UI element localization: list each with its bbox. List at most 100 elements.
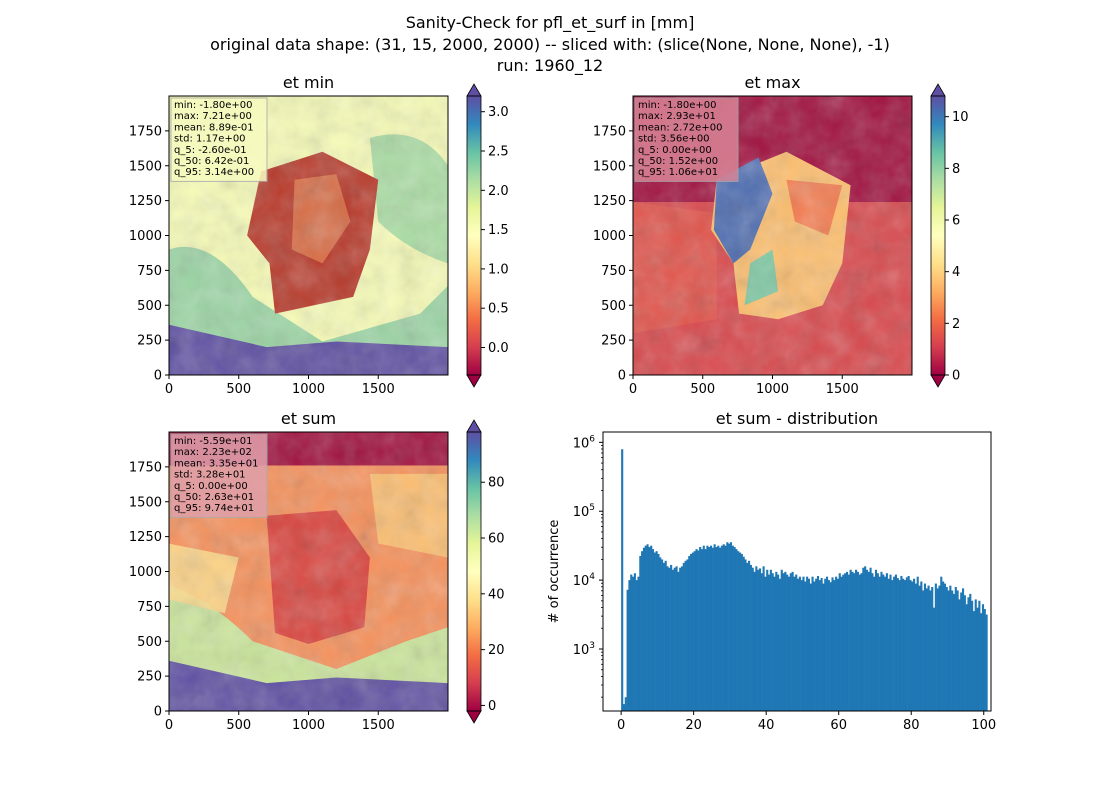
histogram-bar bbox=[882, 574, 885, 711]
histogram-bar bbox=[936, 588, 939, 711]
colorbar-frame bbox=[466, 95, 482, 376]
histogram-bar bbox=[775, 571, 778, 711]
histogram-bar bbox=[633, 573, 636, 711]
histogram-bar bbox=[813, 581, 816, 711]
histogram-bar bbox=[735, 549, 738, 711]
colorbar-tick-label: 0.0 bbox=[488, 341, 509, 356]
histogram-bar bbox=[662, 562, 665, 711]
histogram-bar bbox=[934, 583, 937, 711]
y-tick-label: 500 bbox=[601, 299, 626, 314]
histogram-bar bbox=[876, 573, 879, 711]
y-tick-label: 103 bbox=[573, 641, 595, 658]
histogram-bar bbox=[626, 589, 629, 711]
histogram-bar bbox=[952, 593, 956, 711]
histogram-bar bbox=[682, 562, 685, 711]
histogram-bar bbox=[639, 556, 642, 711]
histogram-bar bbox=[729, 542, 733, 711]
histogram-bar bbox=[709, 545, 713, 711]
histogram-bar bbox=[951, 590, 954, 711]
stats-line: q_50: 6.42e-01 bbox=[174, 156, 249, 167]
histogram-bar bbox=[911, 581, 914, 711]
colorbar-tick-label: 2 bbox=[952, 317, 960, 332]
histogram-bar bbox=[621, 449, 624, 711]
y-axis-label: # of occurrence bbox=[547, 520, 562, 624]
histogram-bar bbox=[777, 574, 780, 711]
histogram-bar bbox=[809, 583, 812, 711]
y-tick-label: 1000 bbox=[129, 229, 162, 244]
stats-line: q_50: 2.63e+01 bbox=[174, 492, 254, 503]
histogram-bar bbox=[920, 581, 923, 711]
histogram-bar bbox=[702, 545, 705, 711]
y-tick-label: 1750 bbox=[129, 124, 162, 139]
histogram-bar bbox=[929, 590, 932, 711]
histogram-bar bbox=[624, 697, 627, 711]
histogram-bar bbox=[742, 556, 745, 711]
stats-line: mean: 3.35e+01 bbox=[174, 458, 258, 469]
histogram-bar bbox=[842, 574, 845, 711]
histogram-bar bbox=[661, 559, 664, 711]
histogram-bar bbox=[789, 573, 792, 711]
panel-title: et max bbox=[744, 73, 800, 92]
histogram-bar bbox=[760, 573, 763, 711]
histogram-bar bbox=[907, 575, 910, 711]
histogram-bar bbox=[827, 580, 830, 711]
histogram-bar bbox=[894, 574, 898, 711]
histogram-bar bbox=[820, 578, 823, 711]
figure-title-line-3: run: 1960_12 bbox=[496, 56, 604, 75]
y-tick-label: 500 bbox=[137, 635, 162, 650]
histogram-bar bbox=[751, 567, 754, 711]
histogram-bar bbox=[889, 574, 892, 711]
stats-box bbox=[170, 433, 268, 518]
histogram-bar bbox=[688, 556, 691, 711]
histogram-bar bbox=[829, 582, 832, 711]
histogram-bar bbox=[967, 597, 970, 711]
colorbar-tick-label: 10 bbox=[952, 110, 969, 125]
colorbar-tick-label: 6 bbox=[952, 214, 960, 229]
histogram-bar bbox=[679, 567, 682, 711]
histogram-bar bbox=[764, 576, 767, 711]
x-tick-label: 1000 bbox=[292, 382, 325, 397]
histogram-bar bbox=[758, 568, 762, 711]
x-tick-label: 0 bbox=[165, 718, 173, 733]
colorbar-tick-label: 60 bbox=[488, 532, 505, 547]
histogram-bar bbox=[816, 575, 820, 711]
histogram-bar bbox=[784, 571, 787, 711]
figure-title-line-2: original data shape: (31, 15, 2000, 2000… bbox=[210, 35, 890, 54]
histogram-bar bbox=[713, 544, 716, 711]
histogram-bar bbox=[642, 547, 646, 711]
histogram-bar bbox=[655, 551, 658, 711]
histogram-bar bbox=[900, 575, 903, 711]
histogram-bar bbox=[891, 580, 894, 711]
y-tick-label: 250 bbox=[137, 670, 162, 685]
stats-line: mean: 8.89e-01 bbox=[174, 122, 254, 133]
colorbar-tick-label: 1.5 bbox=[488, 223, 509, 238]
x-tick-label: 20 bbox=[685, 718, 702, 733]
x-tick-label: 100 bbox=[971, 718, 996, 733]
stats-line: min: -5.59e+01 bbox=[174, 436, 253, 447]
histogram-bar bbox=[873, 576, 876, 711]
colorbar-extend-min bbox=[466, 710, 482, 724]
histogram-bar bbox=[706, 545, 709, 711]
y-tick-label: 750 bbox=[137, 600, 162, 615]
y-tick-label: 250 bbox=[601, 334, 626, 349]
histogram-bar bbox=[695, 549, 698, 711]
x-tick-label: 1500 bbox=[362, 382, 395, 397]
histogram-bar bbox=[749, 564, 752, 711]
histogram-bar bbox=[940, 576, 943, 711]
histogram-bar bbox=[798, 576, 801, 711]
histogram-bar bbox=[983, 609, 986, 711]
histogram-bar bbox=[938, 585, 941, 711]
histogram-bar bbox=[684, 560, 687, 711]
histogram-bar bbox=[771, 573, 774, 711]
histogram-bar bbox=[874, 569, 878, 711]
histogram-bar bbox=[954, 587, 957, 711]
histogram-bar bbox=[980, 613, 983, 711]
x-tick-label: 0 bbox=[617, 718, 625, 733]
y-tick-label: 1250 bbox=[129, 530, 162, 545]
colorbar-frame bbox=[930, 95, 946, 376]
histogram-bar bbox=[767, 574, 771, 711]
histogram-bar bbox=[802, 576, 805, 711]
histogram-bar bbox=[797, 578, 800, 711]
histogram-bar bbox=[769, 569, 772, 711]
histogram-bar bbox=[971, 600, 974, 711]
